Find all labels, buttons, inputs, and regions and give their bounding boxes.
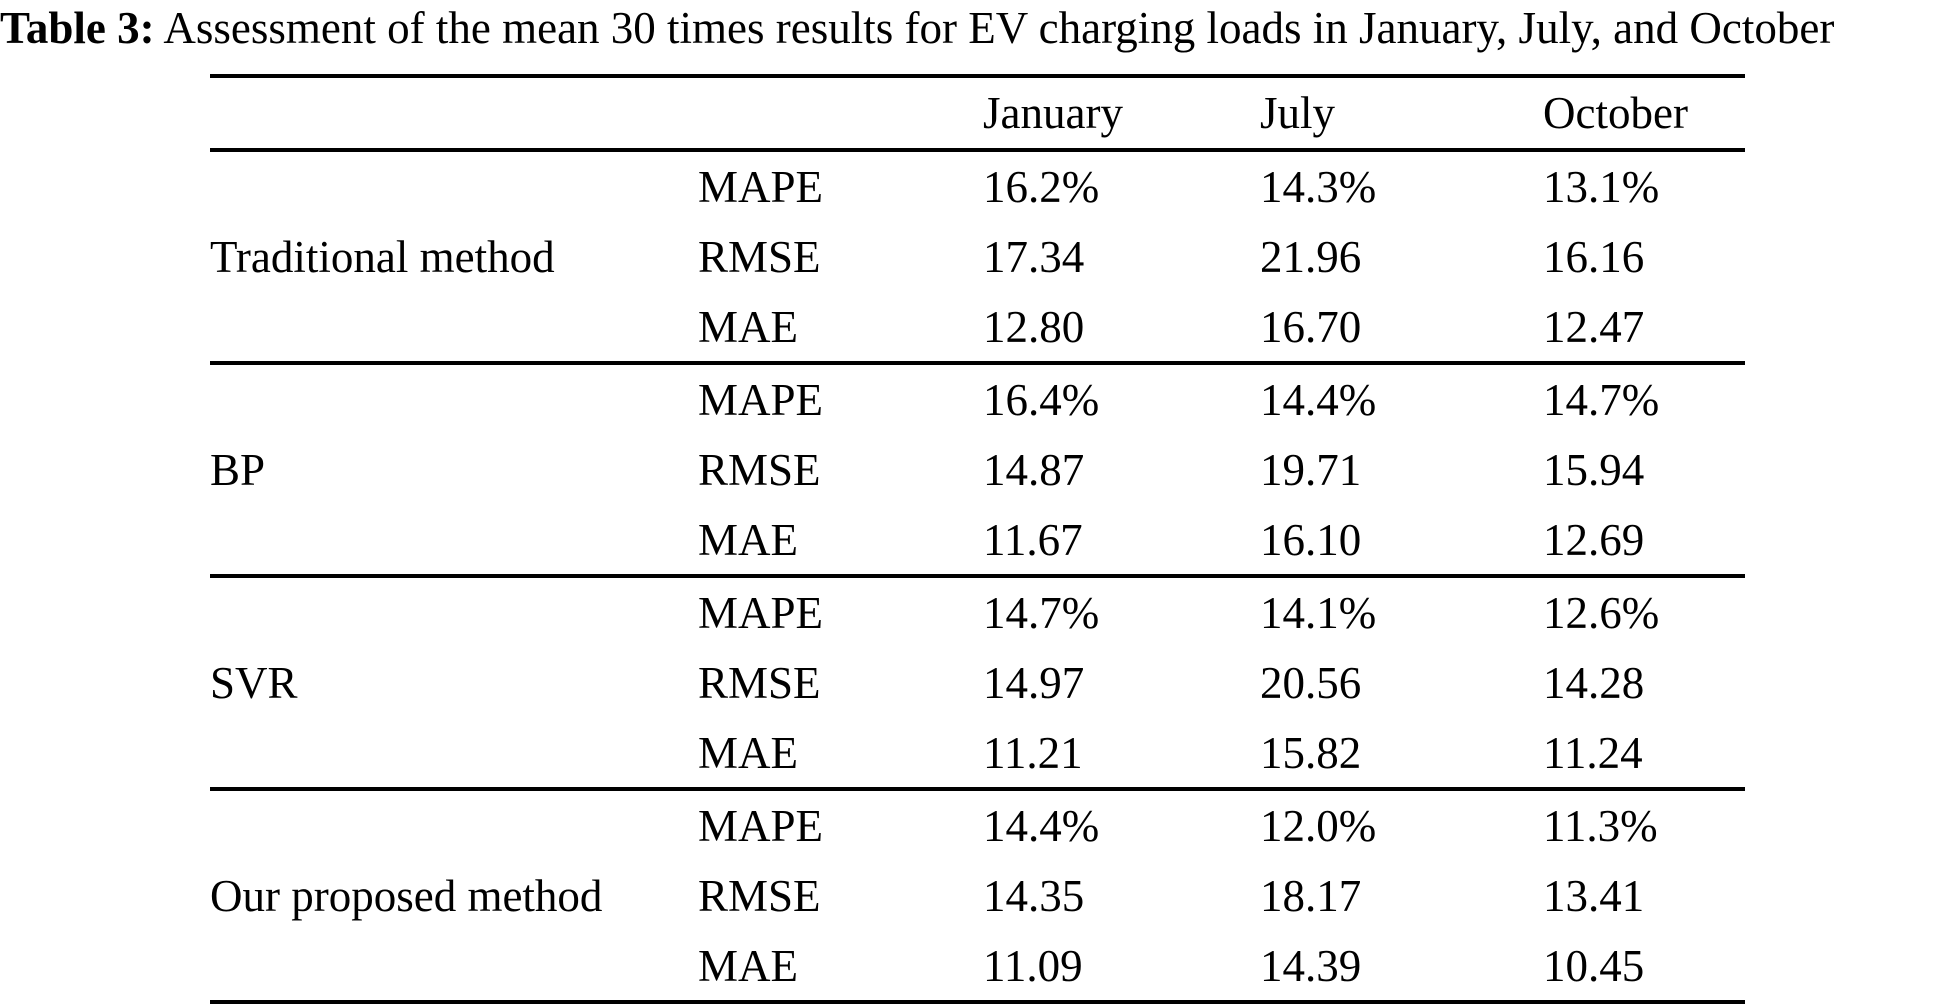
method-name: SVR <box>210 657 298 708</box>
value-january: 14.4% <box>983 800 1100 851</box>
value-october: 15.94 <box>1543 444 1645 495</box>
header-july: July <box>1260 88 1336 138</box>
value-january: 14.35 <box>983 870 1085 921</box>
table-header: January July October <box>210 76 1745 150</box>
table-row: MAE 11.09 14.39 10.45 <box>210 931 1745 1002</box>
value-july: 14.39 <box>1260 940 1362 991</box>
section-traditional-method: Traditional method MAPE 16.2% 14.3% 13.1… <box>210 150 1745 363</box>
value-july: 20.56 <box>1260 657 1362 708</box>
section-bp: BP MAPE 16.4% 14.4% 14.7% RMSE 14.87 19.… <box>210 363 1745 576</box>
table-row: RMSE 17.34 21.96 16.16 <box>210 221 1745 292</box>
value-october: 11.24 <box>1543 727 1643 778</box>
metric-label: RMSE <box>698 870 821 921</box>
metric-label: MAE <box>698 514 798 565</box>
value-october: 12.69 <box>1543 514 1645 565</box>
value-october: 10.45 <box>1543 940 1645 991</box>
metric-label: RMSE <box>698 657 821 708</box>
section-our-proposed-method: Our proposed method MAPE 14.4% 12.0% 11.… <box>210 789 1745 1002</box>
table-caption-text: Assessment of the mean 30 times results … <box>154 3 1835 53</box>
metric-label: MAE <box>698 940 798 991</box>
value-january: 16.2% <box>983 161 1100 212</box>
value-july: 15.82 <box>1260 727 1362 778</box>
value-january: 11.21 <box>983 727 1083 778</box>
value-july: 14.4% <box>1260 374 1377 425</box>
value-october: 11.3% <box>1543 800 1658 851</box>
header-row: January July October <box>210 76 1745 150</box>
header-october: October <box>1543 88 1688 138</box>
metric-label: MAE <box>698 727 798 778</box>
metric-label: MAE <box>698 301 798 352</box>
value-july: 12.0% <box>1260 800 1377 851</box>
value-july: 16.10 <box>1260 514 1362 565</box>
section-svr: SVR MAPE 14.7% 14.1% 12.6% RMSE 14.97 20… <box>210 576 1745 789</box>
value-january: 12.80 <box>983 301 1085 352</box>
table-caption-label: Table 3: <box>0 3 155 53</box>
method-name: BP <box>210 444 266 495</box>
value-july: 19.71 <box>1260 444 1362 495</box>
metric-label: MAPE <box>698 374 824 425</box>
value-january: 14.87 <box>983 444 1085 495</box>
header-spacer-metric <box>698 76 983 150</box>
metric-label: MAPE <box>698 800 824 851</box>
value-january: 17.34 <box>983 231 1085 282</box>
header-january: January <box>983 88 1123 138</box>
value-january: 11.09 <box>983 940 1083 991</box>
value-july: 21.96 <box>1260 231 1362 282</box>
method-name: Our proposed method <box>210 870 603 921</box>
table-row: MAE 11.67 16.10 12.69 <box>210 505 1745 576</box>
value-january: 16.4% <box>983 374 1100 425</box>
table-caption: Table 3: Assessment of the mean 30 times… <box>0 0 1954 54</box>
value-october: 13.41 <box>1543 870 1645 921</box>
value-october: 12.6% <box>1543 587 1660 638</box>
value-july: 14.3% <box>1260 161 1377 212</box>
header-spacer-method <box>210 76 698 150</box>
value-january: 14.7% <box>983 587 1100 638</box>
table-row: BP MAPE 16.4% 14.4% 14.7% <box>210 363 1745 495</box>
value-october: 14.28 <box>1543 657 1645 708</box>
table-row: MAE 11.21 15.82 11.24 <box>210 718 1745 789</box>
value-july: 14.1% <box>1260 587 1377 638</box>
table-row: SVR MAPE 14.7% 14.1% 12.6% <box>210 576 1745 708</box>
metric-label: RMSE <box>698 444 821 495</box>
table-row: Our proposed method MAPE 14.4% 12.0% 11.… <box>210 789 1745 921</box>
method-name: Traditional method <box>210 231 555 282</box>
value-october: 13.1% <box>1543 161 1660 212</box>
value-october: 16.16 <box>1543 231 1645 282</box>
metric-label: MAPE <box>698 587 824 638</box>
table-row: RMSE 14.87 19.71 15.94 <box>210 434 1745 505</box>
value-january: 14.97 <box>983 657 1085 708</box>
metric-label: RMSE <box>698 231 821 282</box>
table-row: MAE 12.80 16.70 12.47 <box>210 292 1745 363</box>
value-october: 14.7% <box>1543 374 1660 425</box>
table-row: Traditional method MAPE 16.2% 14.3% 13.1… <box>210 150 1745 282</box>
table-row: RMSE 14.97 20.56 14.28 <box>210 647 1745 718</box>
value-october: 12.47 <box>1543 301 1645 352</box>
value-january: 11.67 <box>983 514 1083 565</box>
metric-label: MAPE <box>698 161 824 212</box>
value-july: 18.17 <box>1260 870 1362 921</box>
results-table: January July October Traditional method … <box>210 74 1745 1004</box>
table-row: RMSE 14.35 18.17 13.41 <box>210 860 1745 931</box>
value-july: 16.70 <box>1260 301 1362 352</box>
